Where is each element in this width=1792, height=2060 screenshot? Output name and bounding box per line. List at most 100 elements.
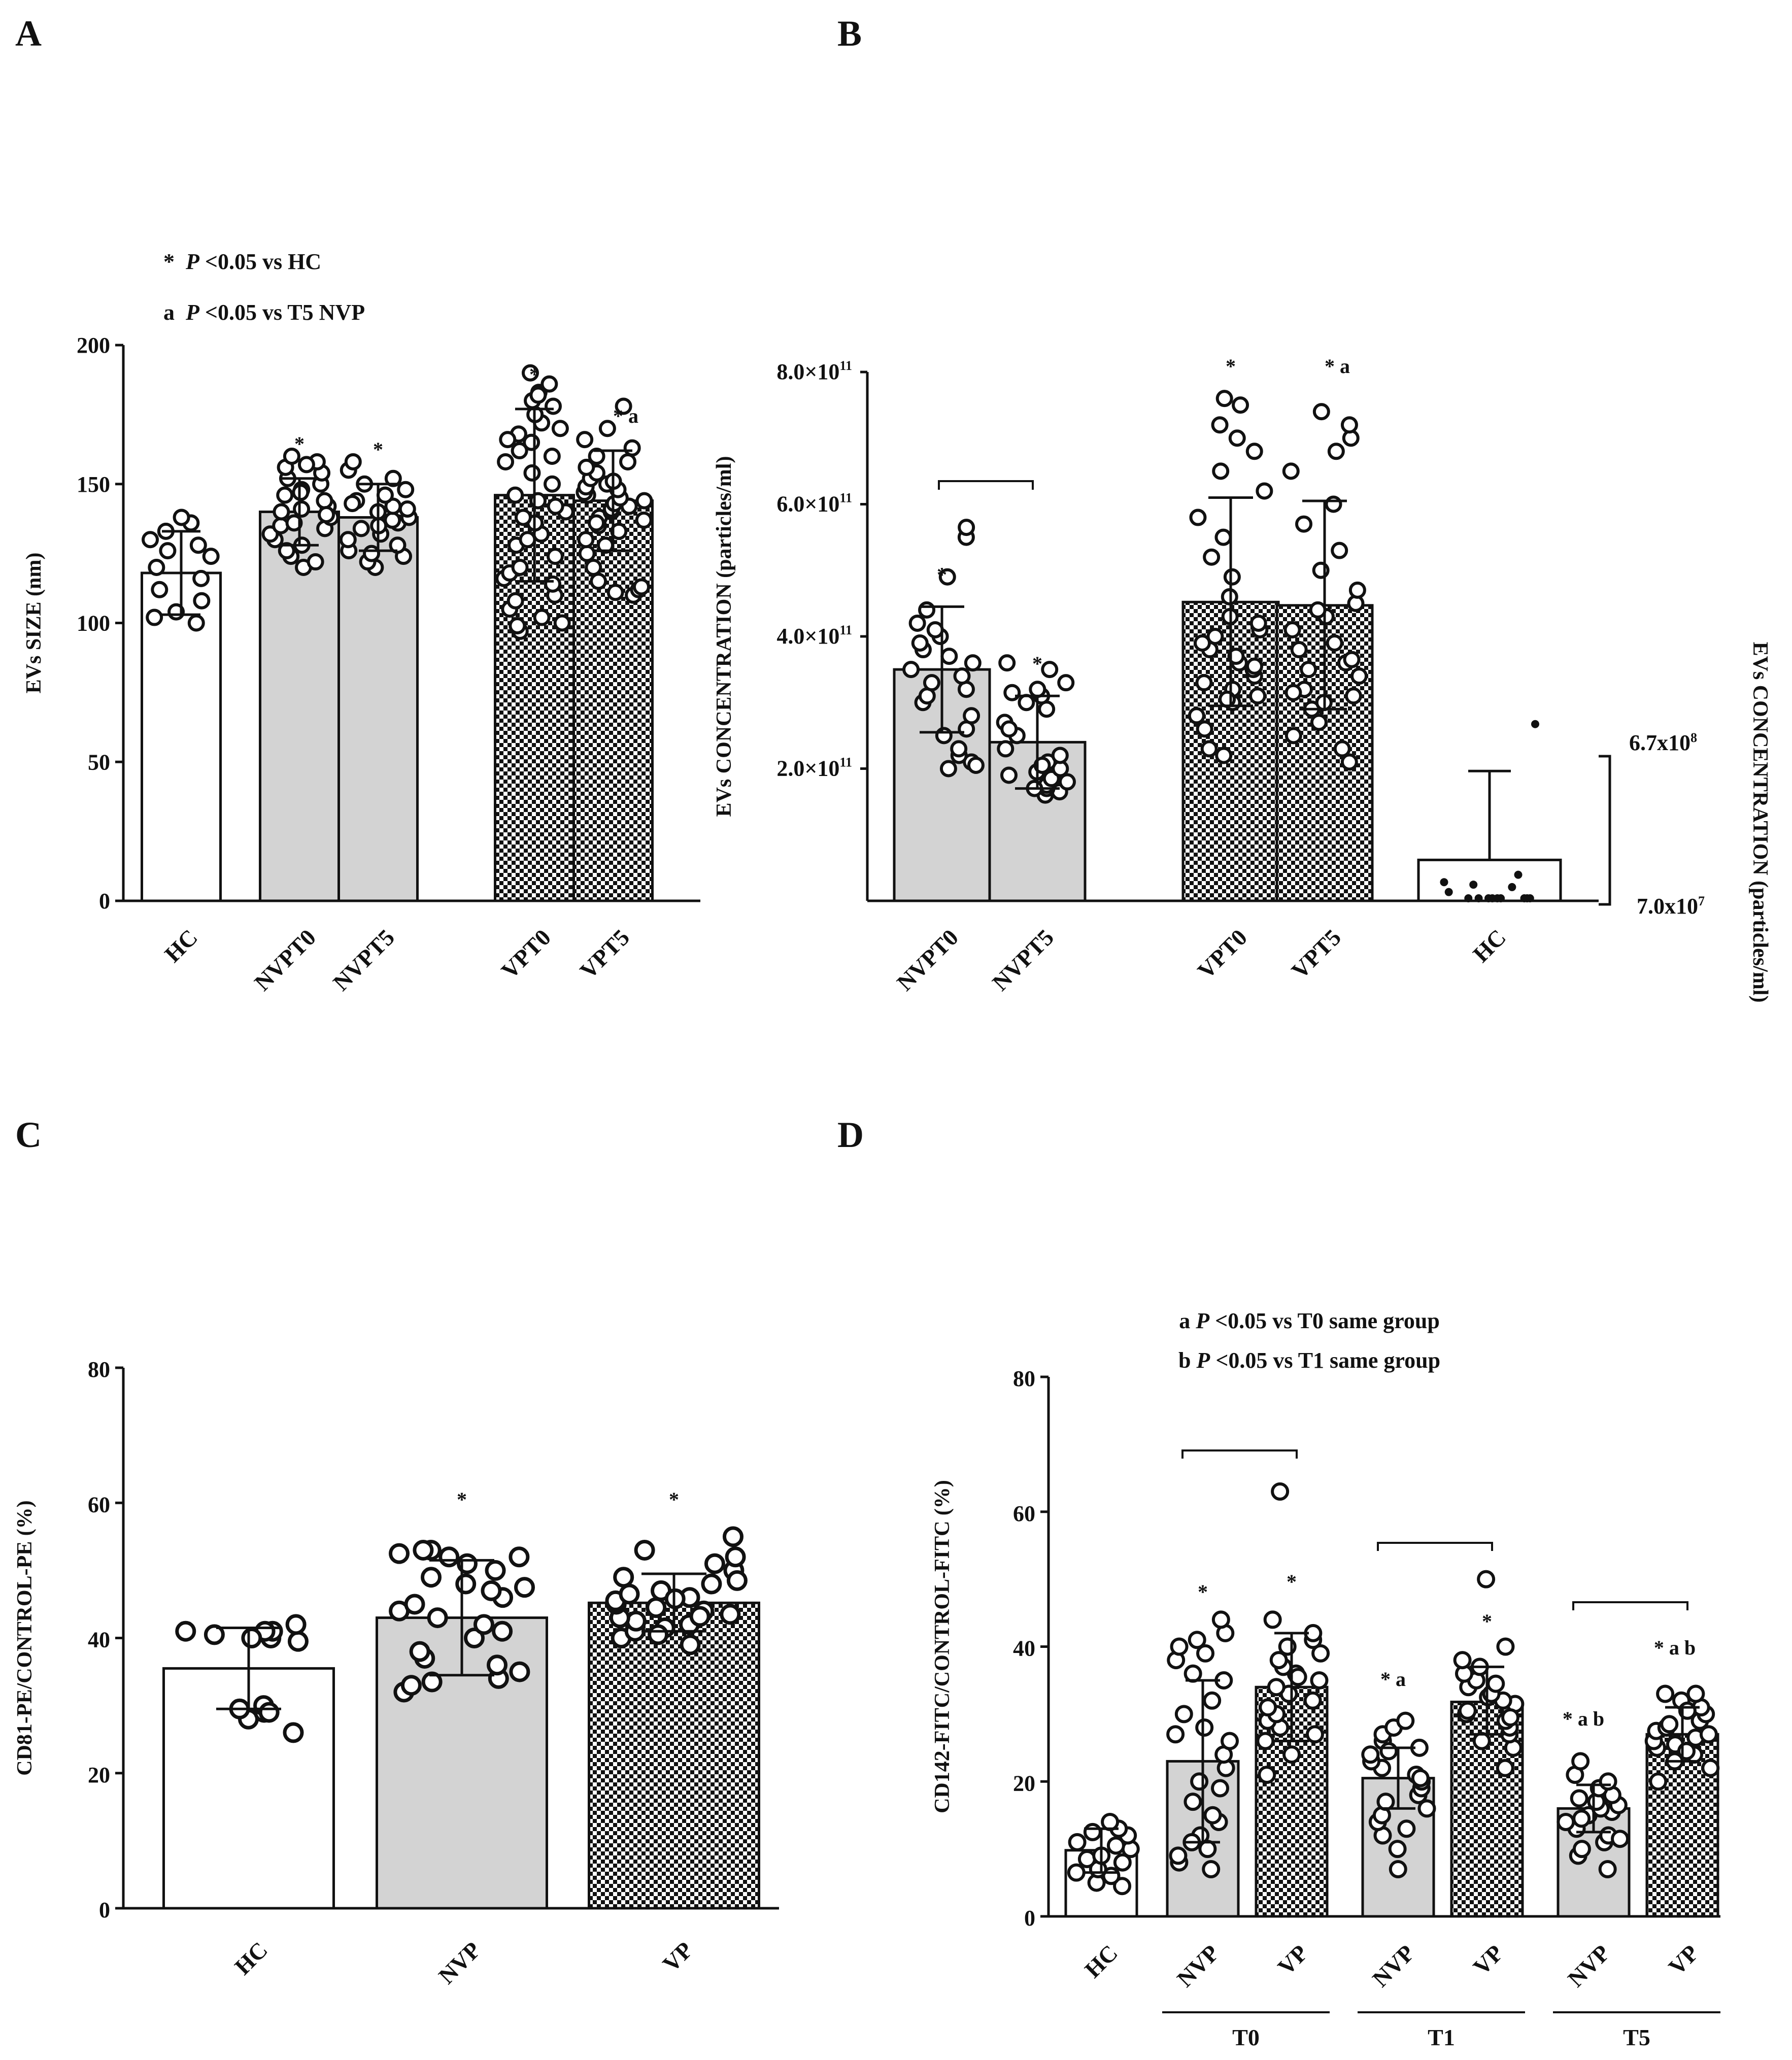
y-tick-label: 20	[1013, 1771, 1035, 1796]
data-point	[318, 505, 335, 523]
data-point	[1166, 1725, 1185, 1744]
data-point	[908, 614, 926, 632]
significance-annotation: *	[1482, 1610, 1492, 1633]
data-point	[514, 509, 532, 526]
data-point	[540, 375, 558, 393]
data-point	[544, 397, 562, 415]
data-point	[1343, 651, 1361, 668]
footnote-p: P	[1195, 1308, 1210, 1333]
data-point	[1203, 1691, 1222, 1710]
data-point	[1269, 1651, 1288, 1670]
time-group-label: T5	[1623, 2024, 1650, 2050]
data-point	[1496, 1759, 1514, 1777]
data-point	[189, 536, 207, 554]
hc-scale-bottom-mantissa: 7.0x10	[1637, 894, 1698, 919]
significance-annotation: *	[1287, 1570, 1297, 1593]
data-point	[1245, 443, 1263, 460]
data-point	[202, 548, 220, 565]
y-tick-exponent: 11	[839, 491, 852, 505]
data-point	[463, 1628, 485, 1648]
data-point	[376, 486, 394, 504]
panel-label: A	[15, 13, 42, 54]
data-point	[1041, 661, 1059, 679]
data-point	[1077, 1850, 1096, 1869]
panel-label: C	[15, 1115, 42, 1155]
data-point	[1284, 684, 1302, 701]
data-point	[964, 654, 982, 672]
significance-annotation: *	[373, 438, 383, 461]
footnote-space	[1191, 1348, 1196, 1373]
data-point	[1557, 1812, 1575, 1831]
data-point	[1283, 621, 1301, 638]
y-tick-label: 50	[88, 750, 110, 774]
y-tick-label: 8.0×1011	[776, 358, 852, 384]
data-point	[1188, 1631, 1206, 1649]
hc-scale-bottom-exponent: 7	[1698, 894, 1705, 908]
significance-annotation: *	[1198, 1580, 1208, 1603]
data-point	[455, 1573, 477, 1595]
data-point	[953, 667, 971, 685]
y-tick-label: 100	[77, 611, 110, 636]
data-point	[506, 486, 524, 504]
data-point	[193, 592, 211, 610]
data-point	[680, 1634, 701, 1656]
data-point	[1469, 881, 1478, 889]
data-point	[576, 431, 594, 449]
data-point	[689, 1606, 711, 1627]
data-point	[619, 1583, 640, 1605]
data-point	[1258, 1765, 1276, 1784]
data-point	[1340, 416, 1358, 434]
y-tick-label: 40	[88, 1628, 110, 1652]
x-tick-label: NVPT0	[892, 924, 963, 996]
legend-p: P	[185, 300, 200, 325]
data-point	[1214, 528, 1232, 546]
data-point	[722, 1526, 743, 1547]
data-point	[1572, 1840, 1591, 1859]
data-point	[1572, 1809, 1591, 1828]
x-tick-label: NVPT5	[328, 924, 399, 996]
y-tick-label: 0	[1024, 1906, 1035, 1931]
comparison-bracket	[1377, 1542, 1493, 1551]
data-point	[588, 448, 605, 465]
data-point	[1701, 1759, 1720, 1777]
data-point	[1058, 773, 1076, 791]
hc-scale-top-label: 6.7x108	[1629, 730, 1697, 755]
data-point	[1206, 628, 1224, 645]
footnote-text: <0.05 vs T1 same group	[1210, 1348, 1440, 1373]
hc-scale-bottom-label: 7.0x107	[1637, 894, 1705, 919]
data-point	[1196, 1644, 1215, 1663]
data-point	[598, 420, 616, 437]
data-point	[413, 1539, 434, 1561]
data-point	[187, 614, 205, 632]
data-point	[511, 442, 528, 460]
data-point	[1211, 1610, 1230, 1629]
data-point	[389, 1543, 410, 1564]
data-point	[159, 542, 177, 560]
x-tick-label: HC	[1468, 924, 1511, 967]
data-point	[1190, 1772, 1209, 1791]
y-tick-label: 2.0×1011	[776, 755, 852, 781]
data-point	[1259, 1698, 1277, 1717]
x-tick-label: VPT5	[1287, 924, 1346, 984]
significance-annotation: *	[529, 363, 539, 386]
data-point	[613, 1567, 634, 1588]
data-point	[473, 1614, 494, 1635]
legend-mark: *	[163, 249, 175, 274]
data-point	[404, 1594, 425, 1615]
data-point	[1068, 1833, 1087, 1851]
data-point	[1194, 634, 1211, 652]
data-point	[902, 661, 920, 679]
data-point	[1379, 1742, 1398, 1761]
y-tick-label: 60	[88, 1492, 110, 1517]
data-point	[485, 1560, 506, 1581]
data-point	[285, 514, 303, 532]
data-point	[1101, 1812, 1120, 1831]
data-point	[1295, 515, 1313, 533]
data-point	[363, 545, 381, 562]
data-point	[1396, 1711, 1415, 1730]
panel-a-chart: 0 50 100 150 200 EVs SIZE (nm) * P <0.05 vs HC…	[22, 249, 700, 996]
data-point	[625, 1610, 647, 1632]
data-point	[1263, 1610, 1282, 1629]
comparison-bracket	[1181, 1449, 1298, 1459]
data-point	[1340, 753, 1358, 771]
